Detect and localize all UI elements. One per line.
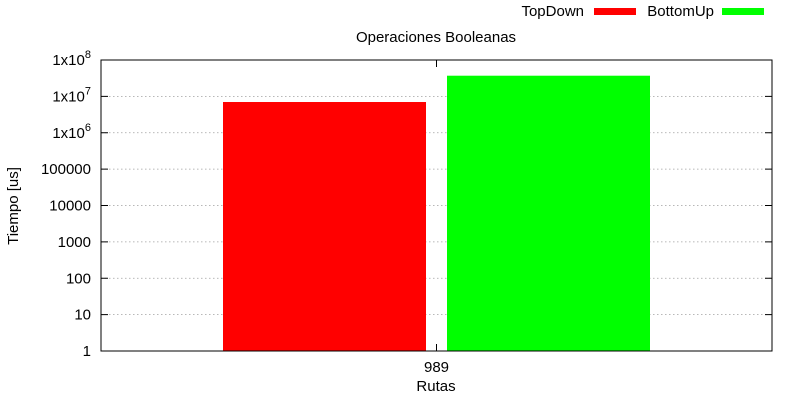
chart-title: Operaciones Booleanas (356, 29, 516, 46)
y-tick-labels: 1 10 100 1000 10000 100000 1x106 1x107 1x108 (41, 49, 91, 360)
y-tick-label: 10000 (49, 198, 91, 215)
x-axis-label: Rutas (416, 378, 455, 395)
y-tick-label: 10 (74, 307, 91, 324)
grid-lines (101, 95, 772, 316)
axis-ticks (101, 59, 772, 352)
y-tick-label: 1 (83, 343, 91, 360)
x-tick-label: 989 (424, 359, 449, 376)
bar-bottomup (447, 75, 650, 351)
y-tick-label: 1x108 (52, 49, 91, 69)
bars (223, 75, 650, 352)
y-tick-label: 1000 (58, 234, 91, 251)
legend-swatch-topdown (594, 8, 636, 15)
y-tick-label: 1x106 (52, 122, 91, 142)
legend-label-topdown: TopDown (521, 3, 584, 20)
y-tick-label: 1x107 (52, 85, 91, 105)
legend: TopDown BottomUp (521, 3, 764, 20)
x-tick-labels: 989 (424, 359, 449, 376)
y-tick-label: 100 (66, 270, 91, 287)
y-axis-label: Tiempo [us] (5, 167, 22, 245)
bar-topdown (223, 102, 426, 352)
legend-label-bottomup: BottomUp (647, 3, 714, 20)
y-tick-label: 100000 (41, 161, 91, 178)
legend-swatch-bottomup (722, 8, 764, 15)
